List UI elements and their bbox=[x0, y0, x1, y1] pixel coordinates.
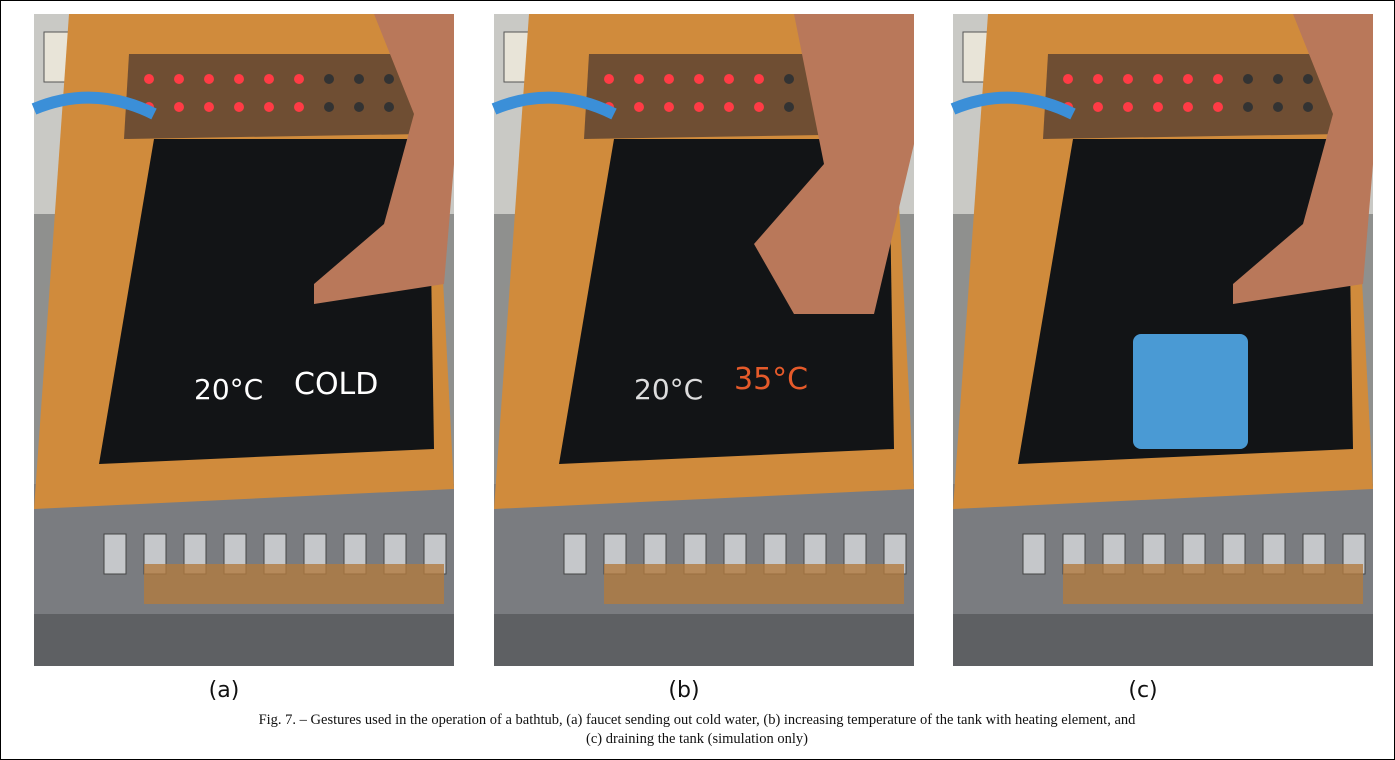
actuator bbox=[1023, 534, 1045, 574]
led bbox=[604, 74, 614, 84]
circuit-board bbox=[144, 564, 444, 604]
figure-page: Fig. 7. – Gestures used in the operation… bbox=[0, 0, 1395, 760]
led bbox=[1273, 102, 1283, 112]
led bbox=[174, 74, 184, 84]
led-panel bbox=[124, 54, 422, 139]
led bbox=[1213, 102, 1223, 112]
led bbox=[1213, 74, 1223, 84]
screen-text: 35°C bbox=[734, 362, 808, 397]
circuit-board bbox=[1063, 564, 1363, 604]
screen-text: 20°C bbox=[634, 373, 703, 406]
led bbox=[634, 102, 644, 112]
led bbox=[694, 74, 704, 84]
floor-base bbox=[34, 614, 454, 666]
drain-image bbox=[1133, 334, 1248, 449]
led bbox=[174, 102, 184, 112]
led bbox=[264, 102, 274, 112]
led bbox=[664, 74, 674, 84]
led bbox=[724, 74, 734, 84]
led bbox=[634, 74, 644, 84]
floor-base bbox=[953, 614, 1373, 666]
led bbox=[1303, 74, 1313, 84]
caption-line: Fig. 7. – Gestures used in the operation… bbox=[259, 712, 1137, 728]
led bbox=[1303, 102, 1313, 112]
led bbox=[784, 74, 794, 84]
led bbox=[784, 102, 794, 112]
led bbox=[384, 74, 394, 84]
led bbox=[1243, 102, 1253, 112]
led bbox=[1153, 102, 1163, 112]
led bbox=[264, 74, 274, 84]
led bbox=[144, 74, 154, 84]
led bbox=[354, 74, 364, 84]
led bbox=[1093, 74, 1103, 84]
led bbox=[1063, 74, 1073, 84]
led-panel bbox=[1043, 54, 1341, 139]
photo: 20°C 35°C bbox=[494, 14, 914, 666]
panel-label: (a) bbox=[209, 678, 240, 703]
panel-label: (b) bbox=[668, 678, 699, 703]
led bbox=[204, 102, 214, 112]
led bbox=[1123, 102, 1133, 112]
led bbox=[1183, 74, 1193, 84]
led bbox=[664, 102, 674, 112]
led bbox=[724, 102, 734, 112]
led bbox=[234, 102, 244, 112]
figure: Fig. 7. – Gestures used in the operation… bbox=[1, 1, 1394, 759]
led bbox=[1243, 74, 1253, 84]
screen-text: COLD bbox=[294, 367, 378, 402]
led bbox=[354, 102, 364, 112]
led bbox=[204, 74, 214, 84]
panel-label: (c) bbox=[1128, 678, 1157, 703]
circuit-board bbox=[604, 564, 904, 604]
led bbox=[294, 102, 304, 112]
led bbox=[1273, 74, 1283, 84]
led bbox=[754, 74, 764, 84]
led bbox=[294, 74, 304, 84]
photo: 20°C COLD bbox=[34, 14, 454, 666]
actuator bbox=[564, 534, 586, 574]
led bbox=[1183, 102, 1193, 112]
led bbox=[694, 102, 704, 112]
caption-line: (c) draining the tank (simulation only) bbox=[586, 731, 808, 747]
led bbox=[234, 74, 244, 84]
led bbox=[384, 102, 394, 112]
led bbox=[754, 102, 764, 112]
led bbox=[324, 74, 334, 84]
screen bbox=[99, 139, 434, 464]
led bbox=[1123, 74, 1133, 84]
led bbox=[1153, 74, 1163, 84]
actuator bbox=[104, 534, 126, 574]
screen-text: 20°C bbox=[194, 373, 263, 406]
led bbox=[324, 102, 334, 112]
photo bbox=[953, 14, 1373, 666]
floor-base bbox=[494, 614, 914, 666]
led bbox=[1093, 102, 1103, 112]
